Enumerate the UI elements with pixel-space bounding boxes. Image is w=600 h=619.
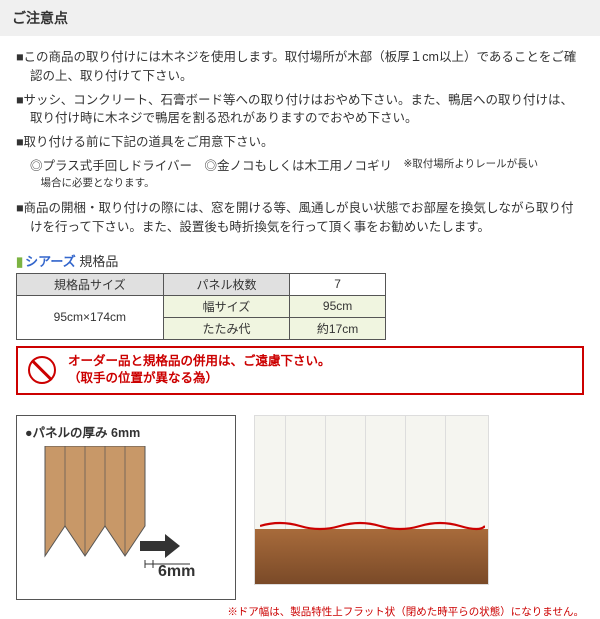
arrow-icon (140, 534, 180, 558)
prohibit-icon (28, 356, 56, 384)
notes-list: ■この商品の取り付けには木ネジを使用します。取付場所が木部（板厚１cm以上）であ… (16, 48, 584, 237)
red-wave-line (260, 518, 485, 536)
tools-row: ◎プラス式手回しドライバー ◎金ノコもしくは木工用ノコギリ ※取付場所よりレール… (16, 157, 584, 195)
note-item: ■商品の開梱・取り付けの際には、窓を開ける等、風通しが良い状態でお部屋を換気しな… (16, 199, 584, 237)
photo-seam (445, 416, 446, 529)
spec-table: 規格品サイズ パネル枚数 7 95cm×174cm 幅サイズ 95cm たたみ代… (16, 273, 386, 340)
warning-line2: （取手の位置が異なる為） (68, 370, 331, 388)
warning-box: オーダー品と規格品の併用は、ご遠慮下さい。 （取手の位置が異なる為） (16, 346, 584, 395)
spec-rest: 規格品 (76, 254, 119, 269)
thickness-label: 6mm (158, 563, 195, 580)
note-item: ■取り付ける前に下記の道具をご用意下さい。 (16, 133, 584, 152)
photo-panels (255, 416, 488, 529)
cell-panels-val: 7 (290, 273, 386, 295)
photo-floor (255, 529, 488, 584)
spec-title: ▮シアーズ 規格品 (16, 251, 584, 270)
content-area: ■この商品の取り付けには木ネジを使用します。取付場所が木部（板厚１cm以上）であ… (0, 36, 600, 401)
tools-left: ◎プラス式手回しドライバー ◎金ノコもしくは木工用ノコギリ (30, 159, 392, 173)
photo-seam (405, 416, 406, 529)
bottom-note: ※ドア幅は、製品特性上フラット状（閉めた時平らの状態）になりません。 (0, 600, 600, 619)
spec-name: シアーズ (25, 254, 76, 269)
panel-diagram: 6mm (35, 446, 225, 596)
photo-seam (365, 416, 366, 529)
table-row: 95cm×174cm 幅サイズ 95cm (17, 295, 386, 317)
cell-width-val: 95cm (290, 295, 386, 317)
photo-seam (285, 416, 286, 529)
spec-bar-icon: ▮ (16, 254, 23, 269)
cell-fold-hdr: たたみ代 (163, 317, 289, 339)
header-bar: ご注意点 (0, 0, 600, 36)
photo-seam (325, 416, 326, 529)
warning-text: オーダー品と規格品の併用は、ご遠慮下さい。 （取手の位置が異なる為） (68, 353, 331, 388)
photo-box (254, 415, 489, 585)
panel-thickness-box: ●パネルの厚み 6mm 6mm (16, 415, 236, 600)
note-item: ■サッシ、コンクリート、石膏ボード等への取り付けはおやめ下さい。また、鴨居への取… (16, 91, 584, 129)
warning-line1: オーダー品と規格品の併用は、ご遠慮下さい。 (68, 353, 331, 371)
cell-width-hdr: 幅サイズ (163, 295, 289, 317)
cell-size-hdr: 規格品サイズ (17, 273, 164, 295)
note-item: ■この商品の取り付けには木ネジを使用します。取付場所が木部（板厚１cm以上）であ… (16, 48, 584, 86)
panel-shape (45, 446, 145, 556)
header-title: ご注意点 (12, 10, 68, 26)
bottom-row: ●パネルの厚み 6mm 6mm (0, 415, 600, 600)
cell-panels-hdr: パネル枚数 (163, 273, 289, 295)
table-row: 規格品サイズ パネル枚数 7 (17, 273, 386, 295)
cell-fold-val: 約17cm (290, 317, 386, 339)
panel-title: ●パネルの厚み 6mm (25, 422, 140, 441)
cell-size-val: 95cm×174cm (17, 295, 164, 339)
